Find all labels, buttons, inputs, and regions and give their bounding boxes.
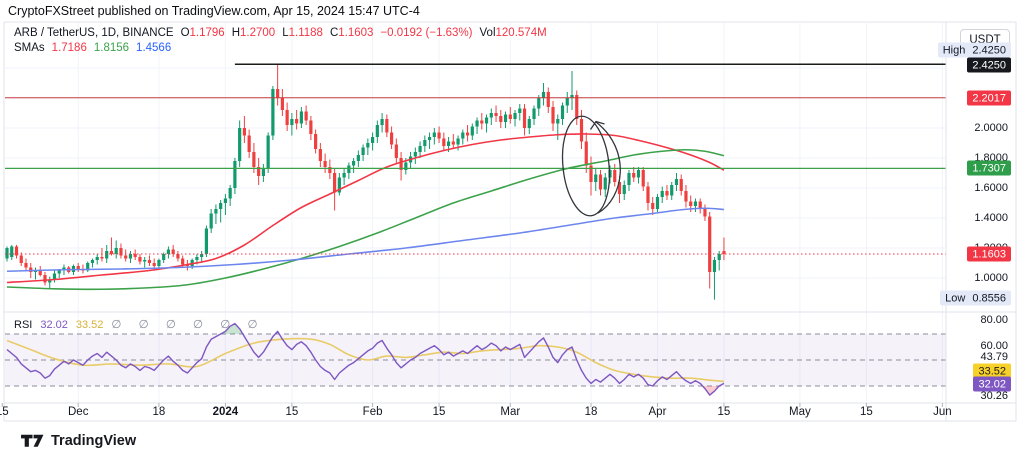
rsi-legend[interactable]: RSI 32.02 33.52 ∅ ∅ ∅ ∅ ∅ ∅ — [14, 317, 265, 331]
time-axis-label: Dec — [67, 406, 89, 418]
high-price-chip: High 2.4250 — [937, 42, 1011, 58]
time-axis-label: May — [789, 406, 811, 418]
ohlc-high: H1.2700 — [231, 27, 276, 39]
price-badge: 33.52 — [973, 363, 1011, 379]
tradingview-logo[interactable]: TradingView — [20, 432, 136, 449]
rsi-empty-values: ∅ ∅ ∅ ∅ ∅ ∅ — [111, 319, 265, 331]
rsi-oversold-fill — [702, 386, 720, 396]
ellipse-annotation — [561, 115, 611, 217]
symbol-title: ARB / TetherUS, 1D, BINANCE — [14, 27, 174, 39]
price-scale-label: 43.79 — [980, 351, 1008, 363]
sma-legend[interactable]: SMAs 1.7186 1.8156 1.4566 — [14, 42, 171, 54]
candlestick-series — [5, 64, 726, 300]
symbol-legend[interactable]: ARB / TetherUS, 1D, BINANCE O1.1796 H1.2… — [14, 27, 547, 39]
ohlc-open: O1.1796 — [180, 27, 225, 39]
sma-legend-label: SMAs — [14, 42, 45, 54]
time-axis-label: 15 — [859, 406, 873, 418]
time-axis-label: Mar — [500, 406, 521, 418]
rsi-line — [6, 322, 725, 396]
rsi-overbought-fill — [275, 331, 280, 334]
price-badge: 1.7307 — [967, 160, 1011, 176]
time-axis-label: 15 — [432, 406, 446, 418]
sma-slow-value: 1.4566 — [136, 42, 172, 54]
time-axis-label: 2024 — [212, 406, 239, 418]
ohlc-close: C1.1603 — [329, 27, 374, 39]
time-axis-label: 15 — [717, 406, 731, 418]
time-axis-label: Feb — [362, 406, 383, 418]
time-axis-label: Apr — [648, 406, 667, 418]
sma-fast-value: 1.7186 — [51, 42, 87, 54]
price-badge: 32.02 — [973, 376, 1011, 392]
price-badge: 1.1603 — [967, 246, 1011, 262]
rsi-band — [5, 334, 946, 386]
price-scale-label: 1.4000 — [974, 212, 1008, 224]
tradingview-logo-icon — [21, 434, 44, 447]
attribution-text: CryptoFXStreet published on TradingView.… — [8, 4, 420, 18]
price-badge: 2.2017 — [967, 90, 1011, 106]
sma-line-2 — [6, 207, 725, 273]
rsi-ma-line — [6, 337, 725, 383]
time-axis-label: Jun — [933, 406, 952, 418]
tradingview-logo-text: TradingView — [51, 432, 137, 449]
rsi-value: 32.02 — [40, 319, 68, 331]
time-axis-label: 15 — [285, 406, 299, 418]
low-price-chip: Low 0.8556 — [940, 290, 1011, 306]
sma-mid-value: 1.8156 — [93, 42, 130, 54]
time-axis-label: 15 — [0, 406, 9, 418]
price-scale-label: 60.00 — [980, 340, 1008, 352]
volume-value: Vol120.574M — [479, 27, 547, 39]
arrow-head — [589, 120, 605, 130]
sma-line-1 — [6, 148, 725, 291]
sma-line-0 — [6, 133, 725, 284]
price-scale-label: 1.6000 — [974, 182, 1008, 194]
rsi-legend-label: RSI — [14, 319, 33, 331]
change-value: −0.0192 (−1.63%) — [380, 27, 473, 39]
price-scale-label: 30.26 — [980, 390, 1008, 402]
ohlc-low: L1.1188 — [282, 27, 323, 39]
price-badge: 2.4250 — [967, 57, 1011, 73]
time-axis-label: 18 — [152, 406, 166, 418]
arrow-annotation — [595, 121, 621, 214]
price-scale-label: 80.00 — [980, 314, 1008, 326]
time-axis-label: 18 — [584, 406, 598, 418]
rsi-ma-value: 33.52 — [75, 319, 104, 331]
price-scale-label: 1.0000 — [974, 272, 1008, 284]
price-scale-label: 2.0000 — [974, 122, 1008, 134]
